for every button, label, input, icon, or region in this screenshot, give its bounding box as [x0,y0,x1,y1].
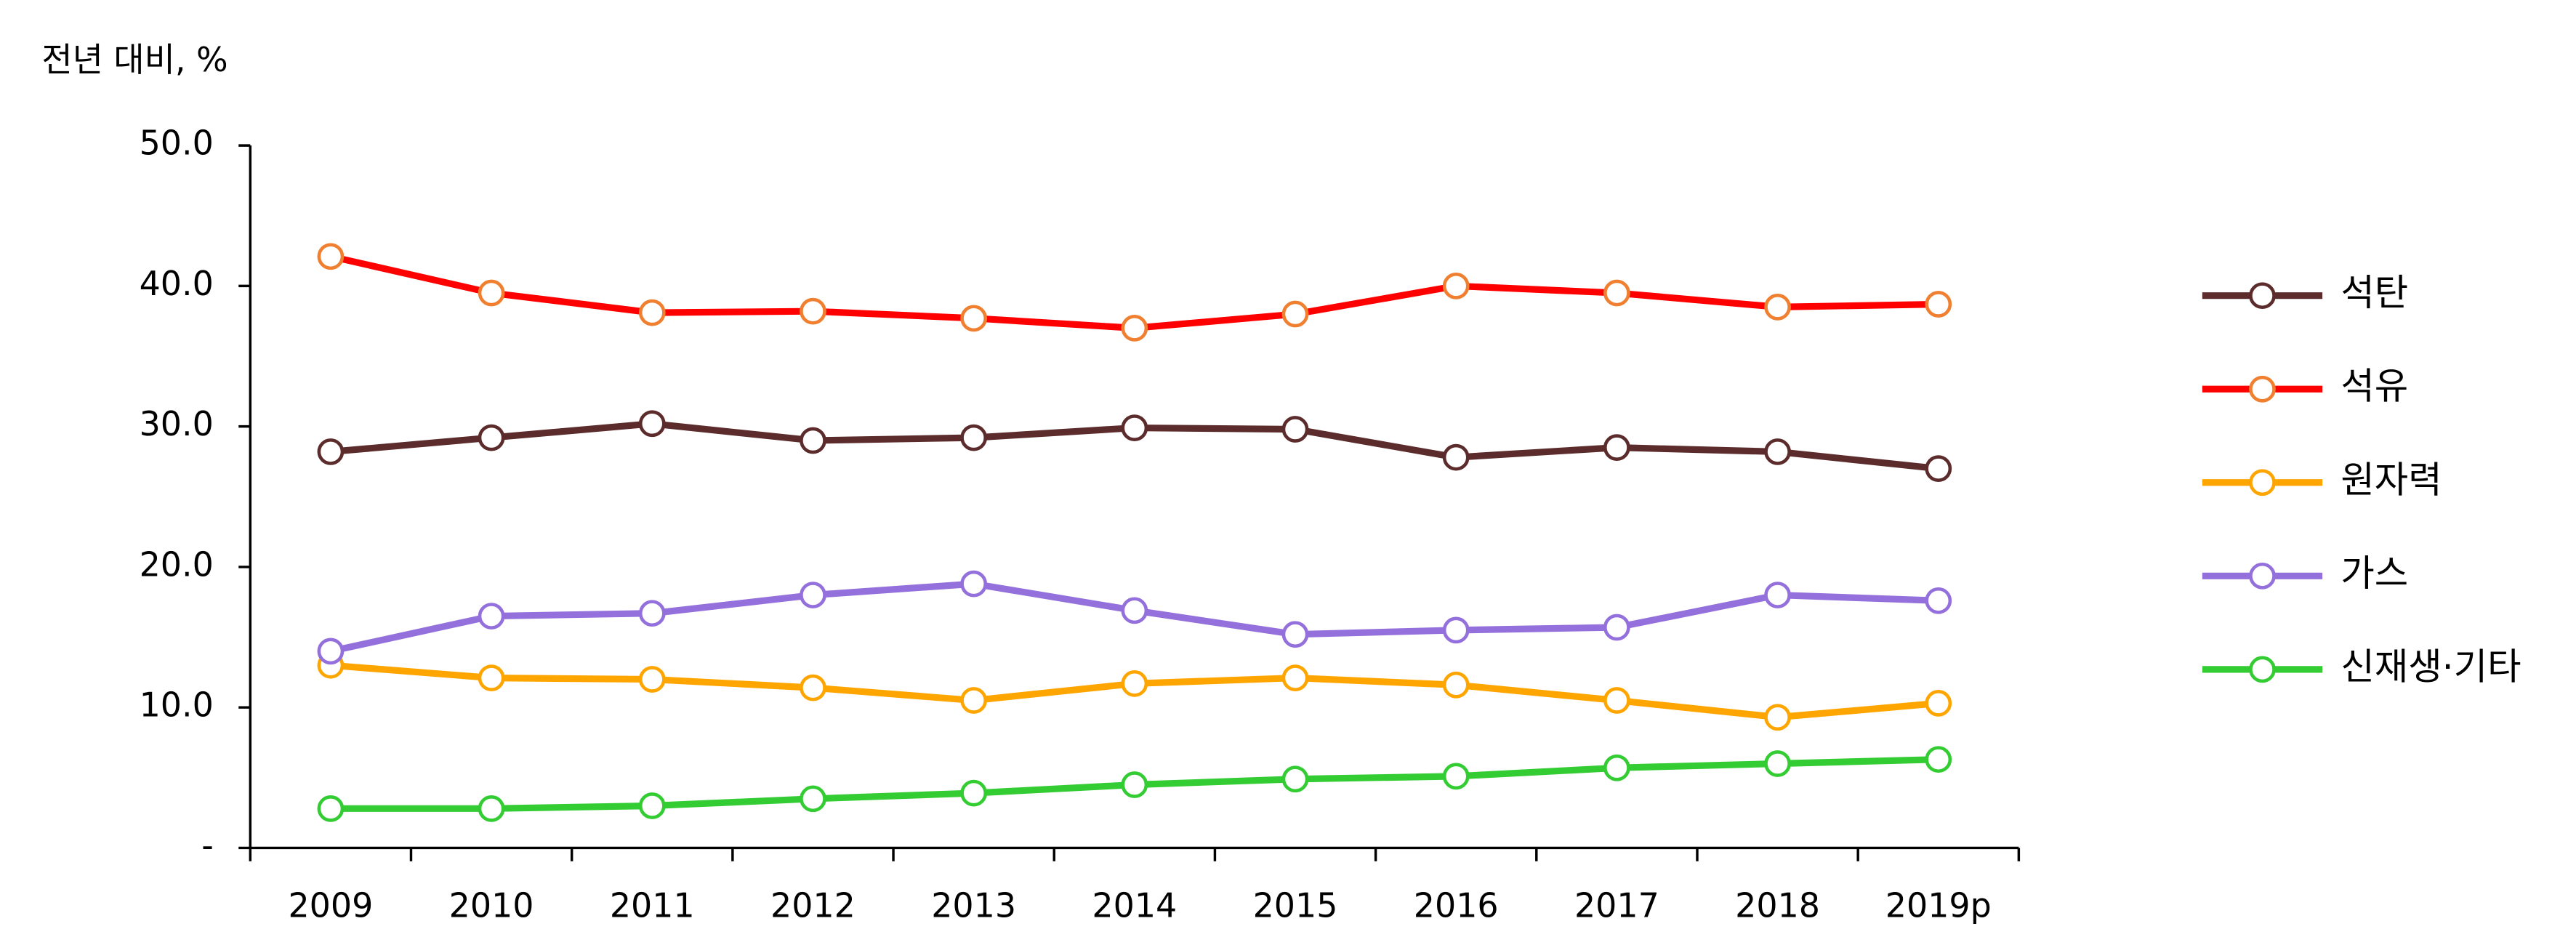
data-point [1442,671,1470,699]
data-point [1603,279,1630,307]
data-point [1442,273,1470,299]
data-point [478,795,505,822]
data-point [800,674,826,701]
legend-marker [2249,562,2276,590]
data-point [1281,765,1309,793]
data-point [1925,746,1952,773]
data-point [1925,291,1952,318]
data-point [638,410,666,438]
data-point [1925,455,1952,482]
data-point [317,438,345,465]
y-tick-label: 40.0 [140,264,214,303]
data-point [1121,414,1148,441]
data-point [1121,597,1148,624]
data-point [1764,750,1791,777]
legend-marker [2249,375,2276,403]
y-tick-label: 20.0 [140,544,214,584]
data-point [478,664,505,691]
y-tick-label: - [201,826,214,865]
data-point [960,570,988,598]
data-point [1764,704,1791,731]
data-point [638,299,666,326]
x-tick-label: 2019p [1885,886,1992,925]
data-point [1442,443,1470,471]
data-point [1925,587,1952,614]
data-point [800,582,826,608]
y-tick-label: 10.0 [140,685,214,725]
x-tick-label: 2009 [288,886,373,925]
x-tick-label: 2014 [1092,886,1177,925]
data-point [1925,690,1952,717]
legend-marker [2249,469,2276,496]
legend-label: 석유 [2340,365,2408,408]
data-point [1603,614,1630,641]
data-point [960,424,988,451]
data-point [1281,664,1309,691]
data-point [478,603,505,630]
legend-label: 석탄 [2340,271,2408,314]
data-point [1121,314,1148,342]
legend-marker [2249,282,2276,310]
data-point [638,600,666,627]
data-point [1603,687,1630,714]
data-point [478,279,505,307]
data-point [800,297,826,325]
data-point [317,243,345,270]
data-point [800,785,826,813]
x-tick-label: 2016 [1414,886,1499,925]
data-point [1442,763,1470,790]
data-point [960,305,988,332]
data-point [317,638,345,665]
data-point [800,427,826,454]
data-point [960,779,988,807]
x-tick-label: 2012 [770,886,856,925]
data-point [1121,771,1148,798]
data-point [1442,616,1470,644]
data-point [960,687,988,714]
legend-label: 가스 [2340,552,2408,595]
x-tick-label: 2010 [449,886,534,925]
y-tick-label: 50.0 [140,124,214,163]
data-point [1281,300,1309,328]
x-tick-label: 2015 [1253,886,1338,925]
data-point [1281,416,1309,443]
data-point [478,424,505,451]
data-point [1764,294,1791,321]
data-point [1603,754,1630,781]
data-point [317,795,345,822]
data-point [1603,434,1630,462]
data-point [1764,582,1791,608]
data-point [1121,669,1148,697]
x-tick-label: 2011 [610,886,695,925]
legend-label: 신재생·기타 [2340,645,2521,688]
legend-marker [2249,656,2276,683]
x-tick-label: 2018 [1735,886,1820,925]
y-axis-label: 전년 대비, % [41,40,228,79]
data-point [638,792,666,819]
x-tick-label: 2017 [1574,886,1659,925]
x-tick-label: 2013 [931,886,1016,925]
y-tick-label: 30.0 [140,404,214,443]
data-point [1764,438,1791,465]
data-point [1281,621,1309,648]
legend-label: 원자력 [2340,458,2442,501]
data-point [638,666,666,693]
